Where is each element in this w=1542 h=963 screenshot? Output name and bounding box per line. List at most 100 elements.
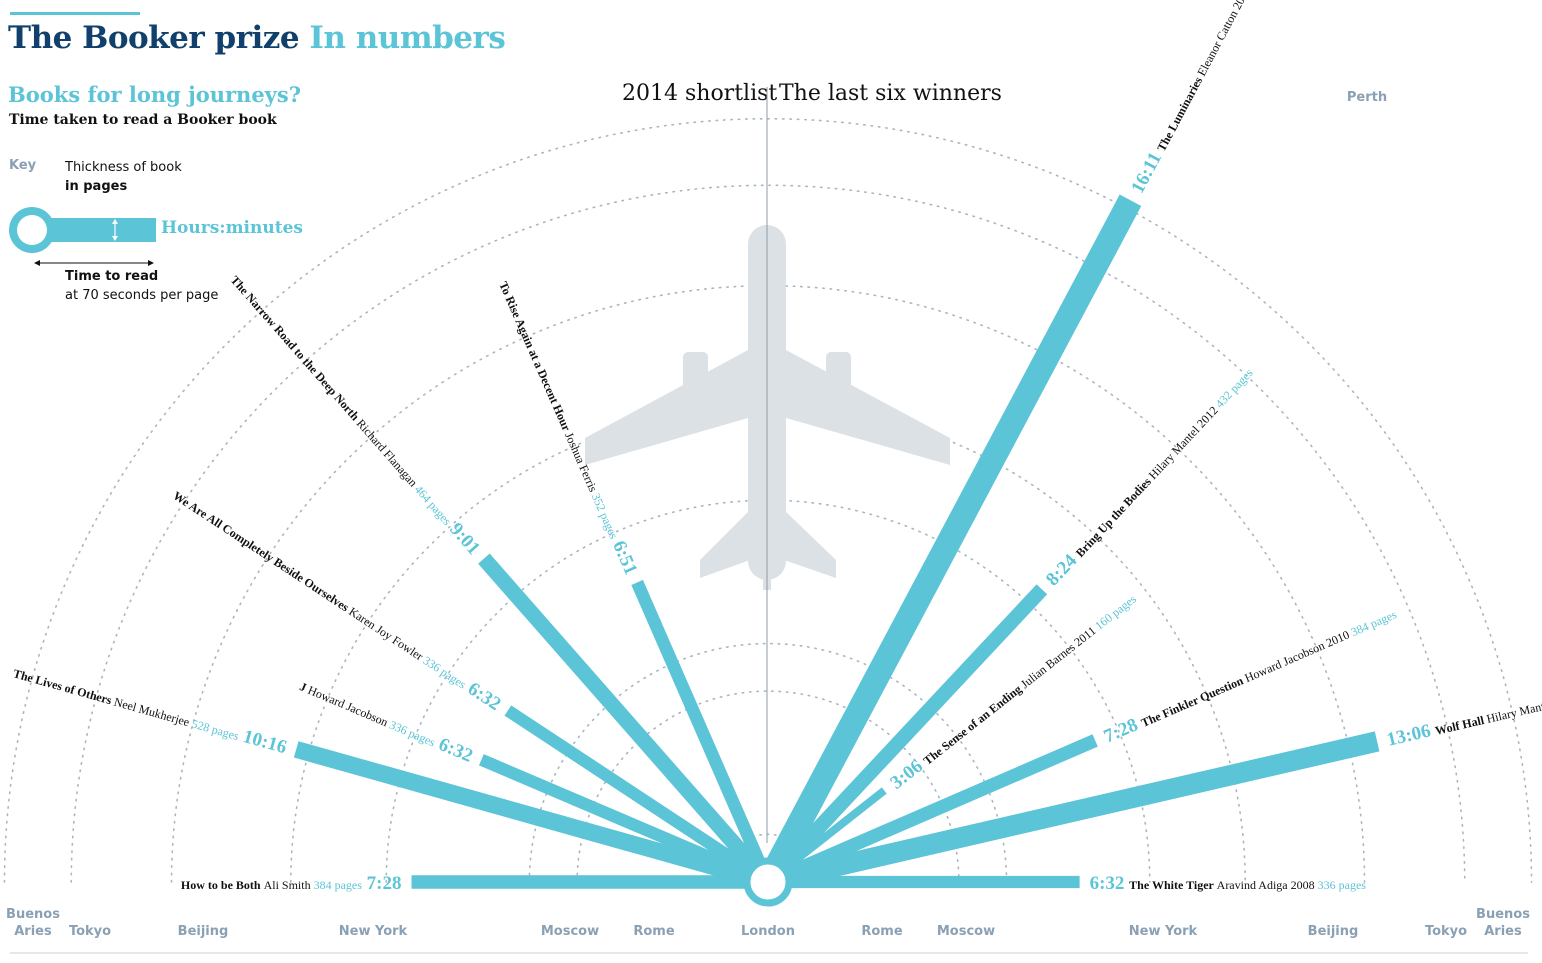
key-origin-hole [17, 215, 47, 245]
book-author: Eleanor Catton 2013 [1194, 0, 1254, 78]
bar-10 [765, 734, 1098, 889]
bar-7 [757, 194, 1142, 888]
bar-label-text: 8:24 Bring Up the Bodies Hilary Mantel 2… [1042, 362, 1257, 590]
pages-label: 464 pages [412, 482, 455, 528]
book-author: Howard Jacobson 2010 [1243, 626, 1355, 685]
pages-label: 384 pages [1349, 607, 1399, 639]
book-title: Bring Up the Bodies [1073, 472, 1156, 559]
bar-label-2: The Lives of Others Neel Mukherjee 528 p… [11, 662, 289, 759]
time-label: 6:51 [606, 533, 641, 578]
key-arrow-down [112, 236, 118, 241]
book-title: To Rise Again at a Decent Hour [496, 279, 575, 435]
city-left-4: New York [339, 924, 408, 939]
london-origin [743, 857, 793, 907]
book-author: Howard Jacobson [306, 683, 393, 731]
bar-label-text: 16:11 The Luminaries Eleanor Catton 2013… [1127, 0, 1279, 197]
plane-left-engine [683, 352, 708, 400]
subtitle: Books for long journeys? [8, 82, 302, 107]
city-perth: Perth [1347, 90, 1387, 105]
book-title: The Narrow Road to the Deep North [228, 273, 364, 426]
key-time-arrow-left [34, 260, 40, 266]
bar-label-text: The Lives of Others Neel Mukherjee 528 p… [11, 662, 289, 759]
bar-label-text: How to be Both Ali Smith 384 pages 7:28 [181, 873, 402, 894]
plane-right-wing [786, 350, 950, 465]
book-author: Neel Mukherjee [112, 695, 193, 730]
time-label: 7:28 [362, 873, 402, 894]
bar-label-7: 16:11 The Luminaries Eleanor Catton 2013… [1127, 0, 1279, 197]
city-right-2: Moscow [937, 924, 995, 939]
time-label: 16:11 [1127, 145, 1168, 197]
plane-left-tail [700, 510, 750, 578]
city-left-3: Beijing [178, 924, 229, 939]
key-hours-label: Hours:minutes [161, 218, 303, 238]
bar-2 [293, 741, 771, 891]
city-left-5: Moscow [541, 924, 599, 939]
plane-right-engine [826, 352, 851, 400]
book-title: The Luminaries [1154, 72, 1206, 154]
bar-label-text: 13:06 Wolf Hall Hilary Mantel 2009 674 p… [1385, 675, 1542, 751]
bar-label-8: 8:24 Bring Up the Bodies Hilary Mantel 2… [1042, 362, 1257, 591]
bar-8 [762, 584, 1048, 887]
key-graphic [9, 207, 156, 266]
bar-label-5: The Narrow Road to the Deep North Richar… [226, 270, 484, 559]
book-author: Ali Smith [264, 878, 314, 892]
title-accent-bar [10, 12, 140, 15]
key-thickness-line2: in pages [65, 179, 128, 194]
city-right-5: Tokyo [1425, 924, 1467, 939]
section-label-winners: The last six winners [779, 81, 1002, 106]
chart-description: Time taken to read a Booker book [9, 112, 277, 128]
bar-6 [631, 579, 774, 885]
city-left-1: Buenos [6, 907, 60, 922]
key-time-arrow-right [148, 260, 154, 266]
time-label: 6:32 [1090, 873, 1130, 894]
city-left-6: Rome [633, 924, 674, 939]
bar-5 [478, 553, 774, 888]
book-title: How to be Both [181, 878, 264, 892]
pages-label: 352 pages [589, 491, 621, 541]
book-author: Aravind Adiga 2008 [1217, 878, 1318, 892]
pages-label: 160 pages [1092, 592, 1139, 633]
plane-right-tail [784, 510, 836, 578]
time-label: 6:32 [460, 676, 505, 715]
bars [293, 194, 1380, 892]
book-title: The Finkler Question [1139, 672, 1248, 730]
bar-label-text: 7:28 The Finkler Question Howard Jacobso… [1101, 602, 1400, 747]
bar-label-12: 6:32 The White Tiger Aravind Adiga 2008 … [1090, 873, 1367, 894]
city-left-2: Tokyo [69, 924, 111, 939]
city-right-4: Beijing [1308, 924, 1359, 939]
page-title: The Booker prize In numbers [8, 20, 506, 56]
bar-label-1: How to be Both Ali Smith 384 pages 7:28 [181, 873, 402, 894]
city-labels: Buenos Aries Tokyo Beijing New York Moscow Rom… [6, 90, 1530, 939]
pages-label: 384 pages [314, 878, 363, 892]
key-time-line1: Time to read [65, 269, 159, 284]
book-author: Hilary Mantel 2012 [1146, 401, 1223, 482]
pages-label: 432 pages [1212, 366, 1255, 411]
city-right-6: Buenos [1476, 907, 1530, 922]
time-label: 6:32 [431, 732, 476, 767]
key-thickness-line1: Thickness of book [65, 160, 182, 175]
city-right-3: New York [1129, 924, 1198, 939]
key-label: Key [9, 158, 37, 173]
bar-label-11: 13:06 Wolf Hall Hilary Mantel 2009 674 p… [1385, 675, 1542, 751]
key-thickness-text: Thickness of book in pages [65, 158, 182, 196]
book-title: The Lives of Others [12, 666, 117, 708]
pages-label: 528 pages [190, 716, 241, 743]
key-time-text: Time to read at 70 seconds per page [65, 267, 218, 305]
bar-label-text: The Narrow Road to the Deep North Richar… [226, 270, 484, 559]
distance-ring-1 [719, 833, 817, 883]
bar-4 [504, 705, 772, 888]
key-arrow-up [112, 219, 118, 224]
book-title: The White Tiger [1129, 878, 1216, 892]
book-author: Richard Flanagan [354, 416, 423, 491]
title-accent: In numbers [309, 20, 506, 56]
book-author: Julian Barnes 2011 [1018, 622, 1101, 691]
key-time-line2: at 70 seconds per page [65, 288, 219, 303]
book-title: Wolf Hall [1434, 712, 1488, 737]
bar-11 [765, 731, 1380, 892]
bar-label-text: 6:32 The White Tiger Aravind Adiga 2008 … [1090, 873, 1367, 894]
book-title: We Are All Completely Beside Ourselves [171, 488, 354, 616]
city-left-1-line2: Aries [14, 924, 52, 939]
book-author: Karen Joy Fowler [346, 604, 428, 665]
time-label: 13:06 [1385, 719, 1438, 751]
